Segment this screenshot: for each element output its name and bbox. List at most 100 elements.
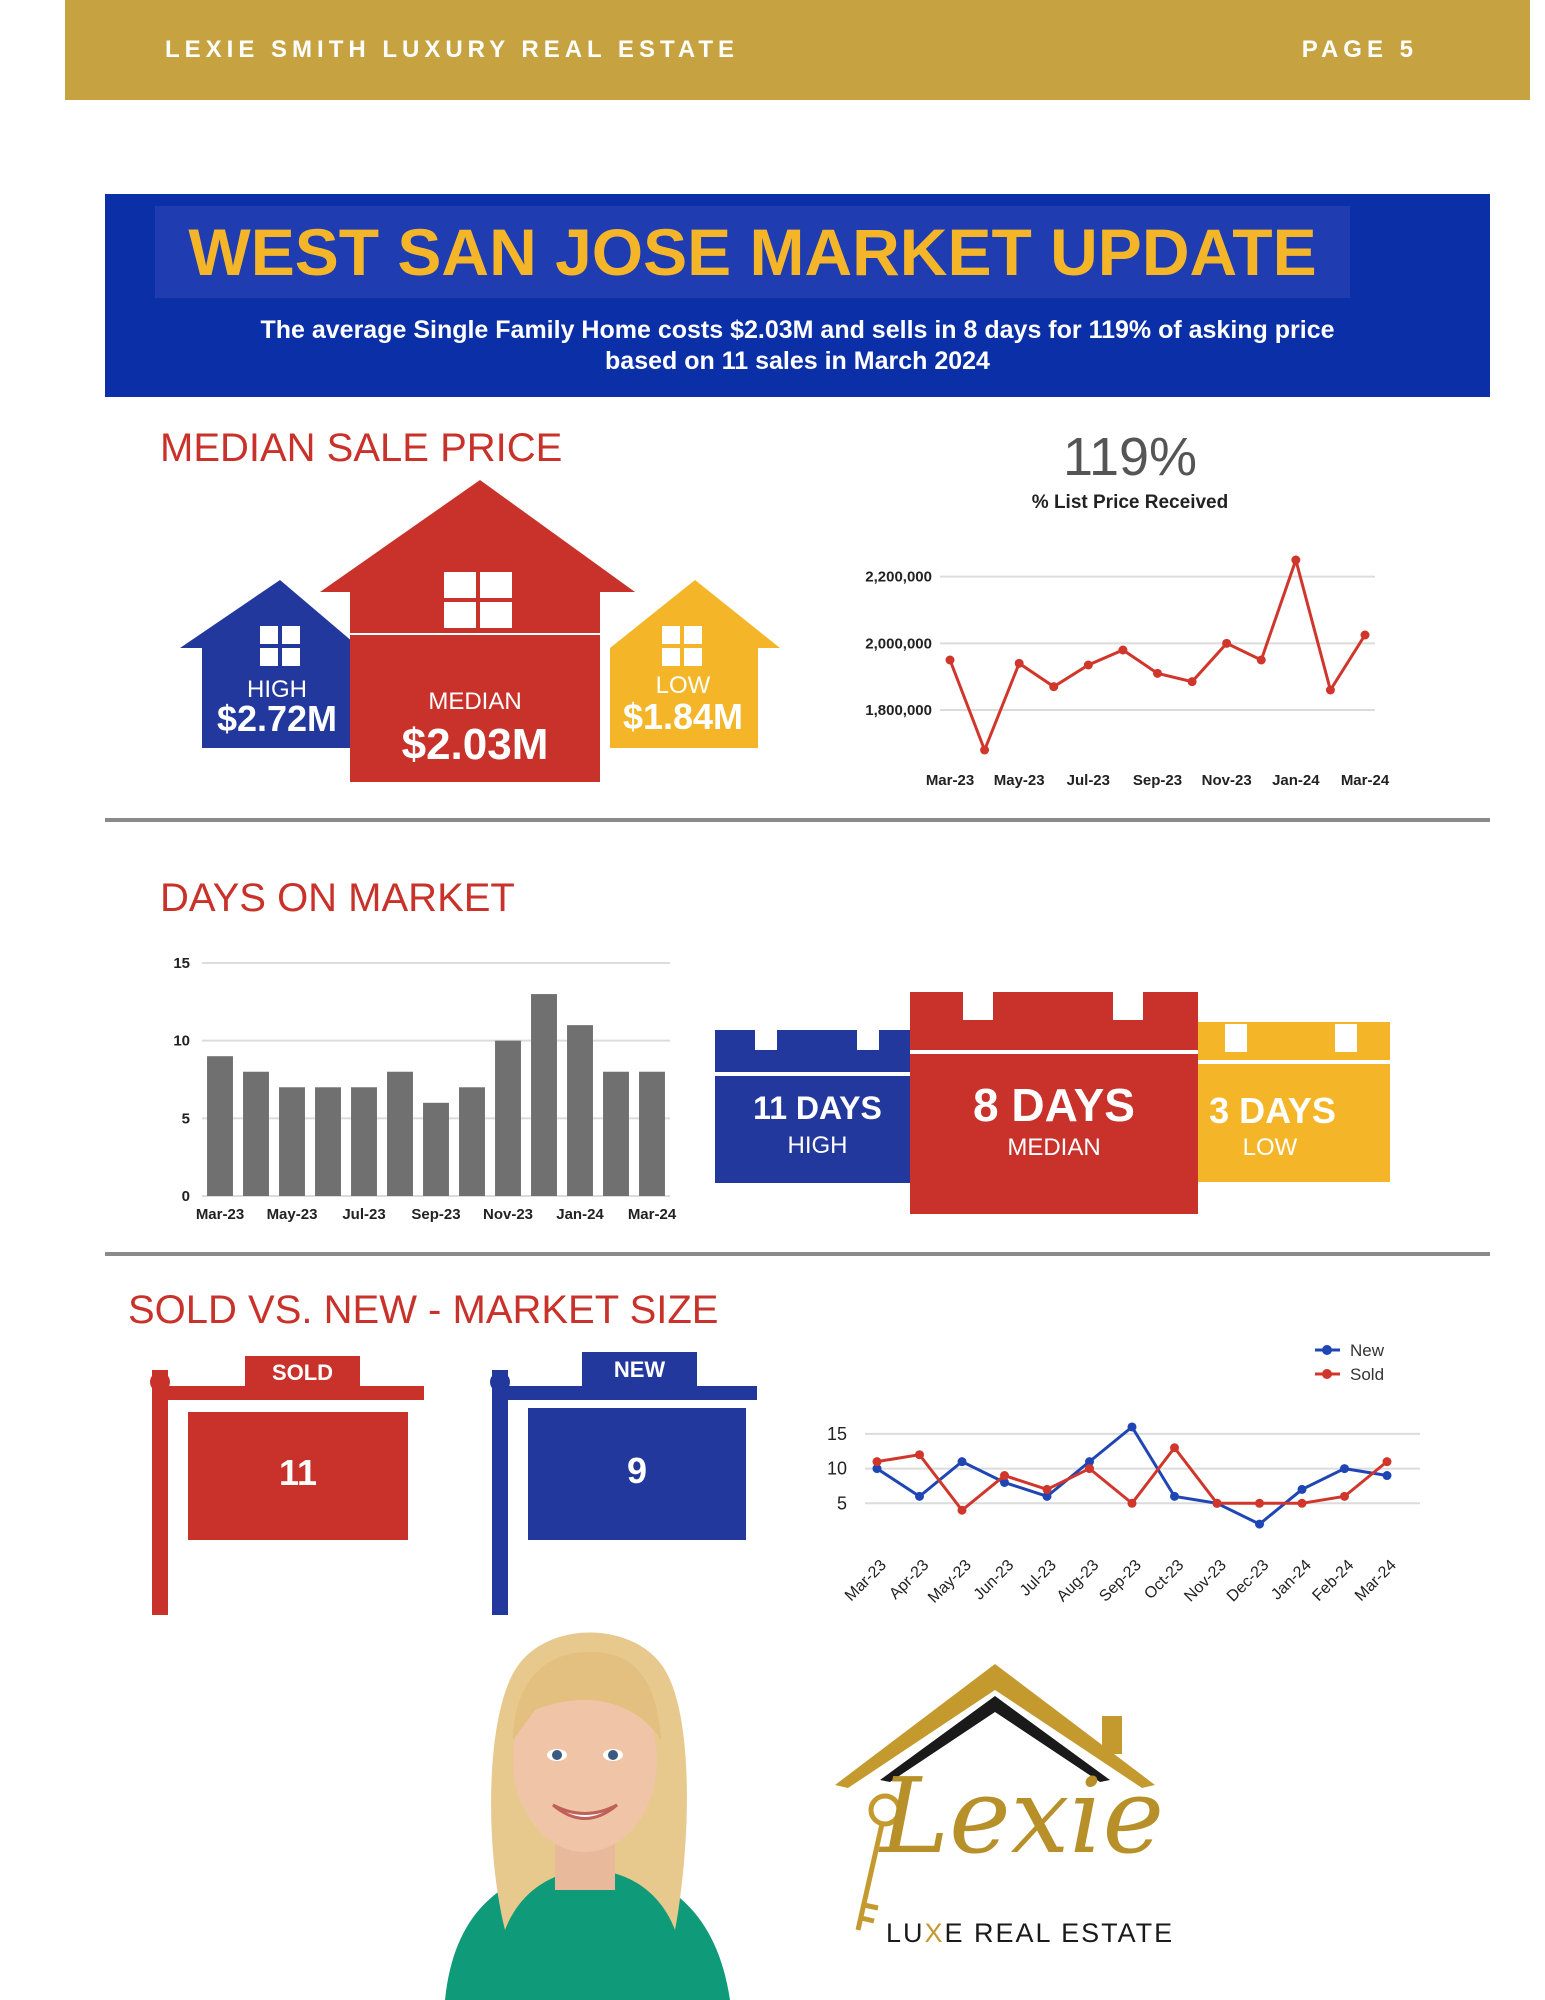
days-on-market-title: DAYS ON MARKET: [160, 876, 515, 920]
y-tick-label: 2,000,000: [865, 635, 932, 652]
page-number: PAGE 5: [1301, 36, 1418, 63]
bar: [315, 1087, 341, 1196]
section-divider: [105, 818, 1490, 822]
list-price-received-label: % List Price Received: [1031, 492, 1229, 513]
data-point: [1187, 677, 1197, 687]
x-tick-label: May-23: [925, 1557, 975, 1607]
data-point-new: [1255, 1519, 1264, 1529]
price-houses-graphic: [180, 480, 780, 782]
logo-tagline: LUXE REAL ESTATE: [886, 1918, 1175, 1948]
header-bar: LEXIE SMITH LUXURY REAL ESTATE PAGE 5: [65, 0, 1530, 100]
bar: [639, 1071, 665, 1196]
window-icon: [260, 572, 702, 666]
data-point-new: [1382, 1471, 1392, 1481]
new-sign-label: NEW: [613, 1357, 666, 1382]
legend-marker-sold: [1322, 1369, 1332, 1379]
x-tick-label: Mar-23: [926, 772, 974, 789]
data-point-sold: [1340, 1491, 1349, 1501]
data-point-new: [1340, 1464, 1349, 1474]
low-price-value: $1.84M: [622, 696, 744, 737]
sold-sign-label: SOLD: [271, 1360, 334, 1385]
banner-title: WEST SAN JOSE MARKET UPDATE: [155, 206, 1350, 298]
y-tick-label: 5: [837, 1493, 847, 1513]
data-point-new: [872, 1464, 882, 1474]
x-tick-label: Dec-23: [1224, 1557, 1273, 1606]
data-point-new: [1085, 1457, 1094, 1467]
median-calendar-icon: [910, 992, 1198, 1214]
y-tick-label: 0: [182, 1188, 190, 1205]
median-price-label: MEDIAN: [428, 688, 522, 715]
data-point: [1083, 660, 1093, 670]
banner-subtitle-line1: The average Single Family Home costs $2.…: [260, 316, 1335, 344]
data-point-sold: [1297, 1498, 1307, 1508]
key-icon: [855, 1793, 902, 1931]
median-price-line-chart: 2,200,000 2,000,000 1,800,000 Mar-23 May-23 J…: [865, 554, 1390, 789]
x-tick-label: Jul-23: [342, 1206, 385, 1223]
days-high-value: 11 DAYS: [753, 1090, 882, 1126]
data-point-new: [1170, 1491, 1179, 1501]
logo-roof-icon: [835, 1664, 1155, 1788]
agent-photo: [445, 1632, 730, 2000]
bar: [423, 1102, 449, 1196]
legend-label-new: New: [1350, 1341, 1385, 1360]
x-tick-label: Jan-24: [1272, 772, 1320, 789]
data-point: [1222, 638, 1232, 648]
bar: [387, 1071, 413, 1196]
x-tick-label: Mar-23: [196, 1206, 244, 1223]
data-point-sold: [1255, 1498, 1264, 1508]
x-tick-label: Oct-23: [1141, 1557, 1187, 1603]
x-tick-label: Jul-23: [1067, 772, 1110, 789]
median-price-series-line: [948, 554, 1367, 755]
days-on-market-bar-chart: 15 10 5 0 Mar-23 May-23 Jul-23 Sep-23 Nov-23 Jan-…: [173, 955, 677, 1223]
days-low-value: 3 DAYS: [1209, 1090, 1336, 1131]
data-point: [1049, 682, 1059, 692]
bar: [567, 1025, 593, 1196]
bar: [207, 1056, 233, 1196]
data-point-sold: [1170, 1443, 1179, 1453]
days-low-label: LOW: [1242, 1134, 1298, 1161]
data-point-sold: [1085, 1464, 1094, 1474]
data-point: [980, 745, 990, 755]
bar: [243, 1071, 269, 1196]
y-tick-label: 15: [827, 1424, 847, 1444]
bar: [531, 994, 557, 1196]
data-point: [1256, 655, 1266, 665]
data-point-sold: [1127, 1498, 1137, 1508]
section-divider: [105, 1252, 1490, 1256]
data-point-sold: [1382, 1457, 1392, 1467]
x-tick-label: Mar-24: [1352, 1557, 1400, 1605]
y-tick-label: 10: [173, 1033, 190, 1050]
data-point-sold: [957, 1505, 967, 1515]
x-tick-label: Mar-24: [628, 1206, 677, 1223]
sold-count: 11: [278, 1452, 318, 1493]
bar: [459, 1087, 485, 1196]
data-point-new: [1042, 1491, 1052, 1501]
series-line-new: [876, 1424, 1388, 1526]
median-house-icon: [320, 480, 635, 782]
x-tick-label: Feb-24: [1309, 1557, 1357, 1605]
legend-label-sold: Sold: [1350, 1365, 1384, 1384]
data-point-sold: [872, 1457, 882, 1467]
data-point: [1360, 630, 1370, 640]
days-calendars-graphic: [715, 982, 1390, 1214]
sold-sign-board: [188, 1412, 408, 1540]
bar: [495, 1040, 521, 1196]
data-point-sold: [1000, 1471, 1009, 1481]
data-point-sold: [1212, 1498, 1222, 1508]
x-tick-label: Nov-23: [483, 1206, 533, 1223]
data-point: [945, 655, 955, 665]
bar: [279, 1087, 305, 1196]
data-point-new: [1297, 1484, 1307, 1494]
data-point: [1291, 555, 1301, 565]
new-sign-post: [492, 1370, 508, 1615]
days-high-label: HIGH: [787, 1132, 848, 1159]
data-point-new: [1127, 1422, 1137, 1432]
data-point: [1325, 685, 1335, 695]
x-tick-label: Sep-23: [411, 1206, 460, 1223]
banner-subtitle-line2: based on 11 sales in March 2024: [605, 347, 990, 375]
y-tick-label: 10: [827, 1459, 847, 1479]
data-point: [1153, 668, 1162, 678]
days-median-label: MEDIAN: [1007, 1134, 1101, 1161]
high-price-value: $2.72M: [216, 698, 338, 739]
bar: [351, 1087, 377, 1196]
